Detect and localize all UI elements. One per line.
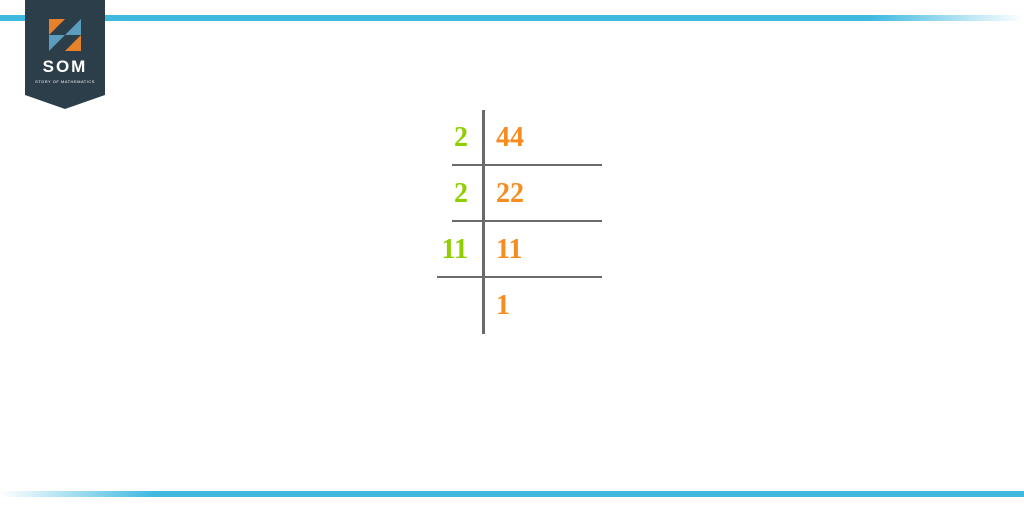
dividend-cell: 22	[482, 178, 602, 210]
logo-shape-bl	[49, 35, 65, 51]
table-row: 1	[422, 278, 602, 334]
logo-icon	[49, 19, 81, 51]
divisor-cell: 2	[422, 122, 482, 154]
divisor-cell: 2	[422, 178, 482, 210]
divisor-cell: 11	[422, 234, 482, 266]
logo-shape-br	[65, 35, 81, 51]
bottom-accent-bar	[0, 491, 1024, 497]
table-row: 222	[422, 166, 602, 222]
logo-text: SOM	[43, 57, 88, 77]
table-row: 244	[422, 110, 602, 166]
logo-shape-tr	[65, 19, 81, 35]
division-table: 24422211111	[422, 110, 602, 334]
logo-badge: SOM STORY OF MATHEMATICS	[25, 0, 105, 95]
dividend-cell: 44	[482, 122, 602, 154]
top-accent-bar	[0, 15, 1024, 21]
logo-subtext: STORY OF MATHEMATICS	[35, 79, 95, 84]
logo-shape-tl	[49, 19, 65, 35]
dividend-cell: 11	[482, 234, 602, 266]
prime-factorization-diagram: 24422211111	[422, 110, 602, 334]
table-row: 1111	[422, 222, 602, 278]
dividend-cell: 1	[482, 290, 602, 322]
